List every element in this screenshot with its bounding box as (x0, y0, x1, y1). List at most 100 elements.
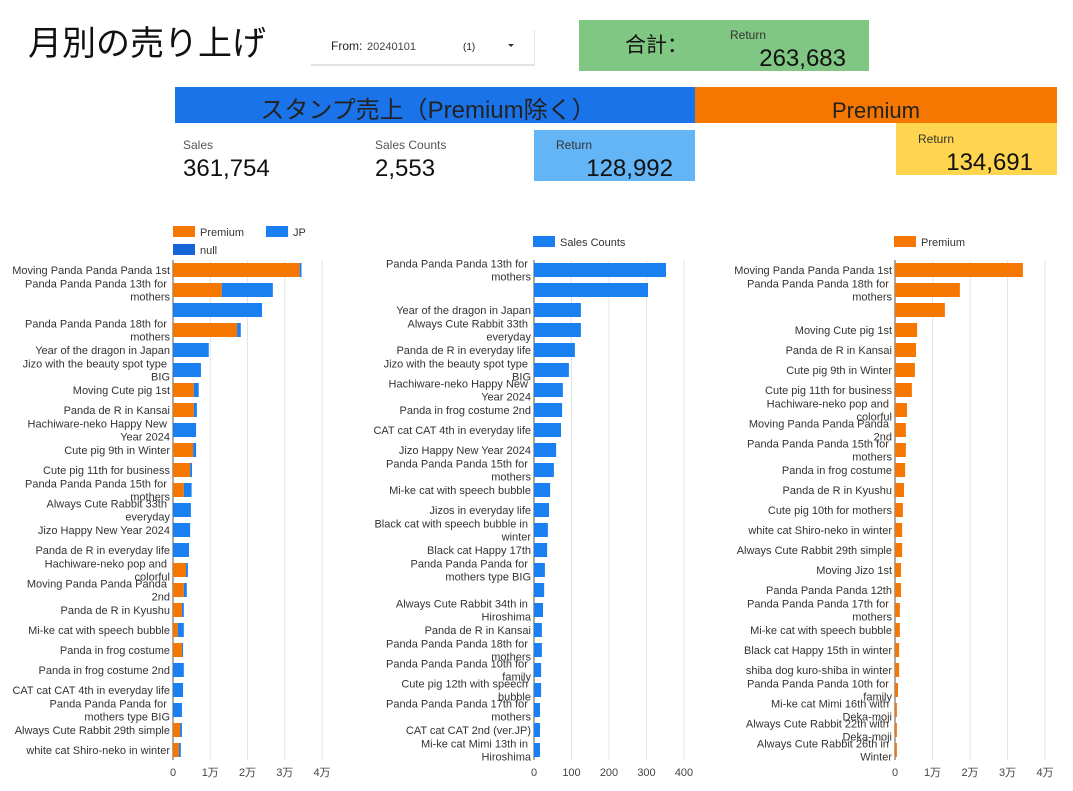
legend-label: Sales Counts (560, 237, 626, 249)
y-tick-label: Hachiware-neko Happy New Year 2024 (389, 379, 531, 404)
y-tick-label: Panda de R in everyday life (396, 345, 531, 357)
bar (178, 743, 181, 757)
bar (173, 703, 182, 717)
y-tick-label: Moving Panda Panda Panda 2nd (749, 419, 892, 444)
bar (534, 323, 581, 337)
filter-count: (1) (463, 42, 475, 53)
y-tick-label: Moving Jizo 1st (816, 565, 892, 577)
y-tick-label: Black cat with speech bubble in winter (374, 519, 531, 544)
total-card (579, 20, 869, 71)
y-tick-label: Jizos in everyday life (430, 505, 532, 517)
y-tick-label: Black cat Happy 17th (427, 545, 531, 557)
y-tick-label: Panda Panda Panda 10th for family (747, 679, 892, 704)
y-tick-label: Panda Panda Panda 18th for mothers (25, 319, 170, 344)
bar (193, 443, 197, 457)
x-tick-label: 2万 (239, 767, 256, 779)
bar (173, 443, 194, 457)
bar (193, 403, 197, 417)
section-banner (175, 87, 695, 123)
bar (183, 483, 192, 497)
dropdown-arrow[interactable] (508, 44, 514, 47)
y-tick-label: Panda de R in Kansai (64, 405, 170, 417)
y-tick-label: Panda in frog costume (60, 645, 170, 657)
bar (190, 463, 192, 477)
x-tick-label: 4万 (313, 767, 330, 779)
bar (534, 623, 542, 637)
y-tick-label: Mi-ke cat Mimi 13th in Hiroshima (421, 739, 532, 764)
bar (895, 663, 900, 677)
bar (895, 343, 916, 357)
bar (534, 443, 557, 457)
y-tick-label: Panda Panda Panda for mothers type BIG (411, 559, 531, 584)
bar (895, 323, 918, 337)
bar (173, 623, 178, 637)
bar (534, 523, 548, 537)
bar (534, 403, 563, 417)
bar (534, 343, 575, 357)
y-tick-label: Mi-ke cat with speech bubble (750, 625, 892, 637)
y-tick-label: Moving Panda Panda Panda 1st (734, 265, 892, 277)
bar (173, 383, 194, 397)
y-tick-label: CAT cat CAT 4th in everyday life (373, 425, 531, 437)
y-tick-label: Moving Panda Panda Panda 1st (12, 265, 170, 277)
y-tick-label: Panda Panda Panda 15th for mothers (747, 439, 892, 464)
y-tick-label: Panda Panda Panda 12th (766, 585, 892, 597)
x-tick-label: 100 (562, 767, 580, 779)
bar (534, 643, 542, 657)
legend-swatch (173, 226, 195, 237)
bar (895, 683, 898, 697)
bar (173, 463, 191, 477)
section-banner (695, 87, 1057, 123)
y-tick-label: Jizo with the beauty spot type BIG (384, 359, 531, 384)
y-tick-label: Cute pig 12th with speech bubble (401, 679, 531, 704)
bar (173, 643, 182, 657)
y-tick-label: Panda Panda Panda 17th for mothers (747, 599, 892, 624)
y-tick-label: Panda Panda Panda 18th for mothers (747, 279, 892, 304)
y-tick-label: Panda de R in Kansai (425, 625, 531, 637)
bar (173, 263, 300, 277)
y-tick-label: Moving Cute pig 1st (73, 385, 170, 397)
date-filter[interactable] (310, 28, 534, 64)
bar (221, 283, 273, 297)
y-tick-label: white cat Shiro-neko in winter (747, 525, 892, 537)
bar (534, 563, 545, 577)
y-tick-label: Cute pig 10th for mothers (768, 505, 893, 517)
y-tick-label: Panda de R in Kyushu (783, 485, 892, 497)
y-tick-label: Panda Panda Panda 18th for mothers (386, 639, 531, 664)
bar (534, 683, 542, 697)
bar (173, 743, 179, 757)
y-tick-label: Hachiware-neko Happy New Year 2024 (28, 419, 170, 444)
y-tick-label: Always Cute Rabbit 22th with Deka-moji (746, 719, 892, 744)
bar (534, 583, 545, 597)
y-tick-label: Black cat Happy 15th in winter (744, 645, 892, 657)
bar (173, 483, 184, 497)
bar (895, 363, 915, 377)
bar (895, 543, 903, 557)
y-tick-label: Always Cute Rabbit 34th in Hiroshima (396, 599, 532, 624)
metric-value: 2,553 (375, 155, 435, 182)
y-tick-label: Cute pig 11th for business (43, 465, 170, 477)
metric-label: Return (918, 132, 954, 146)
bar (534, 303, 581, 317)
y-tick-label: Panda de R in everyday life (35, 545, 170, 557)
y-tick-label: Panda Panda Panda for mothers type BIG (50, 699, 170, 724)
bar (173, 283, 222, 297)
bar (895, 463, 906, 477)
metric-value: 134,691 (946, 149, 1033, 176)
y-tick-label: Jizo Happy New Year 2024 (38, 525, 170, 537)
legend-swatch (266, 226, 288, 237)
x-tick-label: 3万 (999, 767, 1016, 779)
legend-swatch (173, 244, 195, 255)
y-tick-label: CAT cat CAT 2nd (ver.JP) (406, 725, 531, 737)
x-tick-label: 3万 (276, 767, 293, 779)
bar (895, 443, 906, 457)
y-tick-label: Panda de R in Kansai (786, 345, 892, 357)
y-tick-label: Mi-ke cat Mimi 16th with Deka-moji (771, 699, 892, 724)
return-card (534, 130, 695, 181)
metric-label: Sales Counts (375, 138, 446, 152)
bar (895, 403, 907, 417)
y-tick-label: Panda Panda Panda 15th for mothers (25, 479, 170, 504)
bar (237, 323, 241, 337)
total-value: 263,683 (759, 45, 846, 72)
